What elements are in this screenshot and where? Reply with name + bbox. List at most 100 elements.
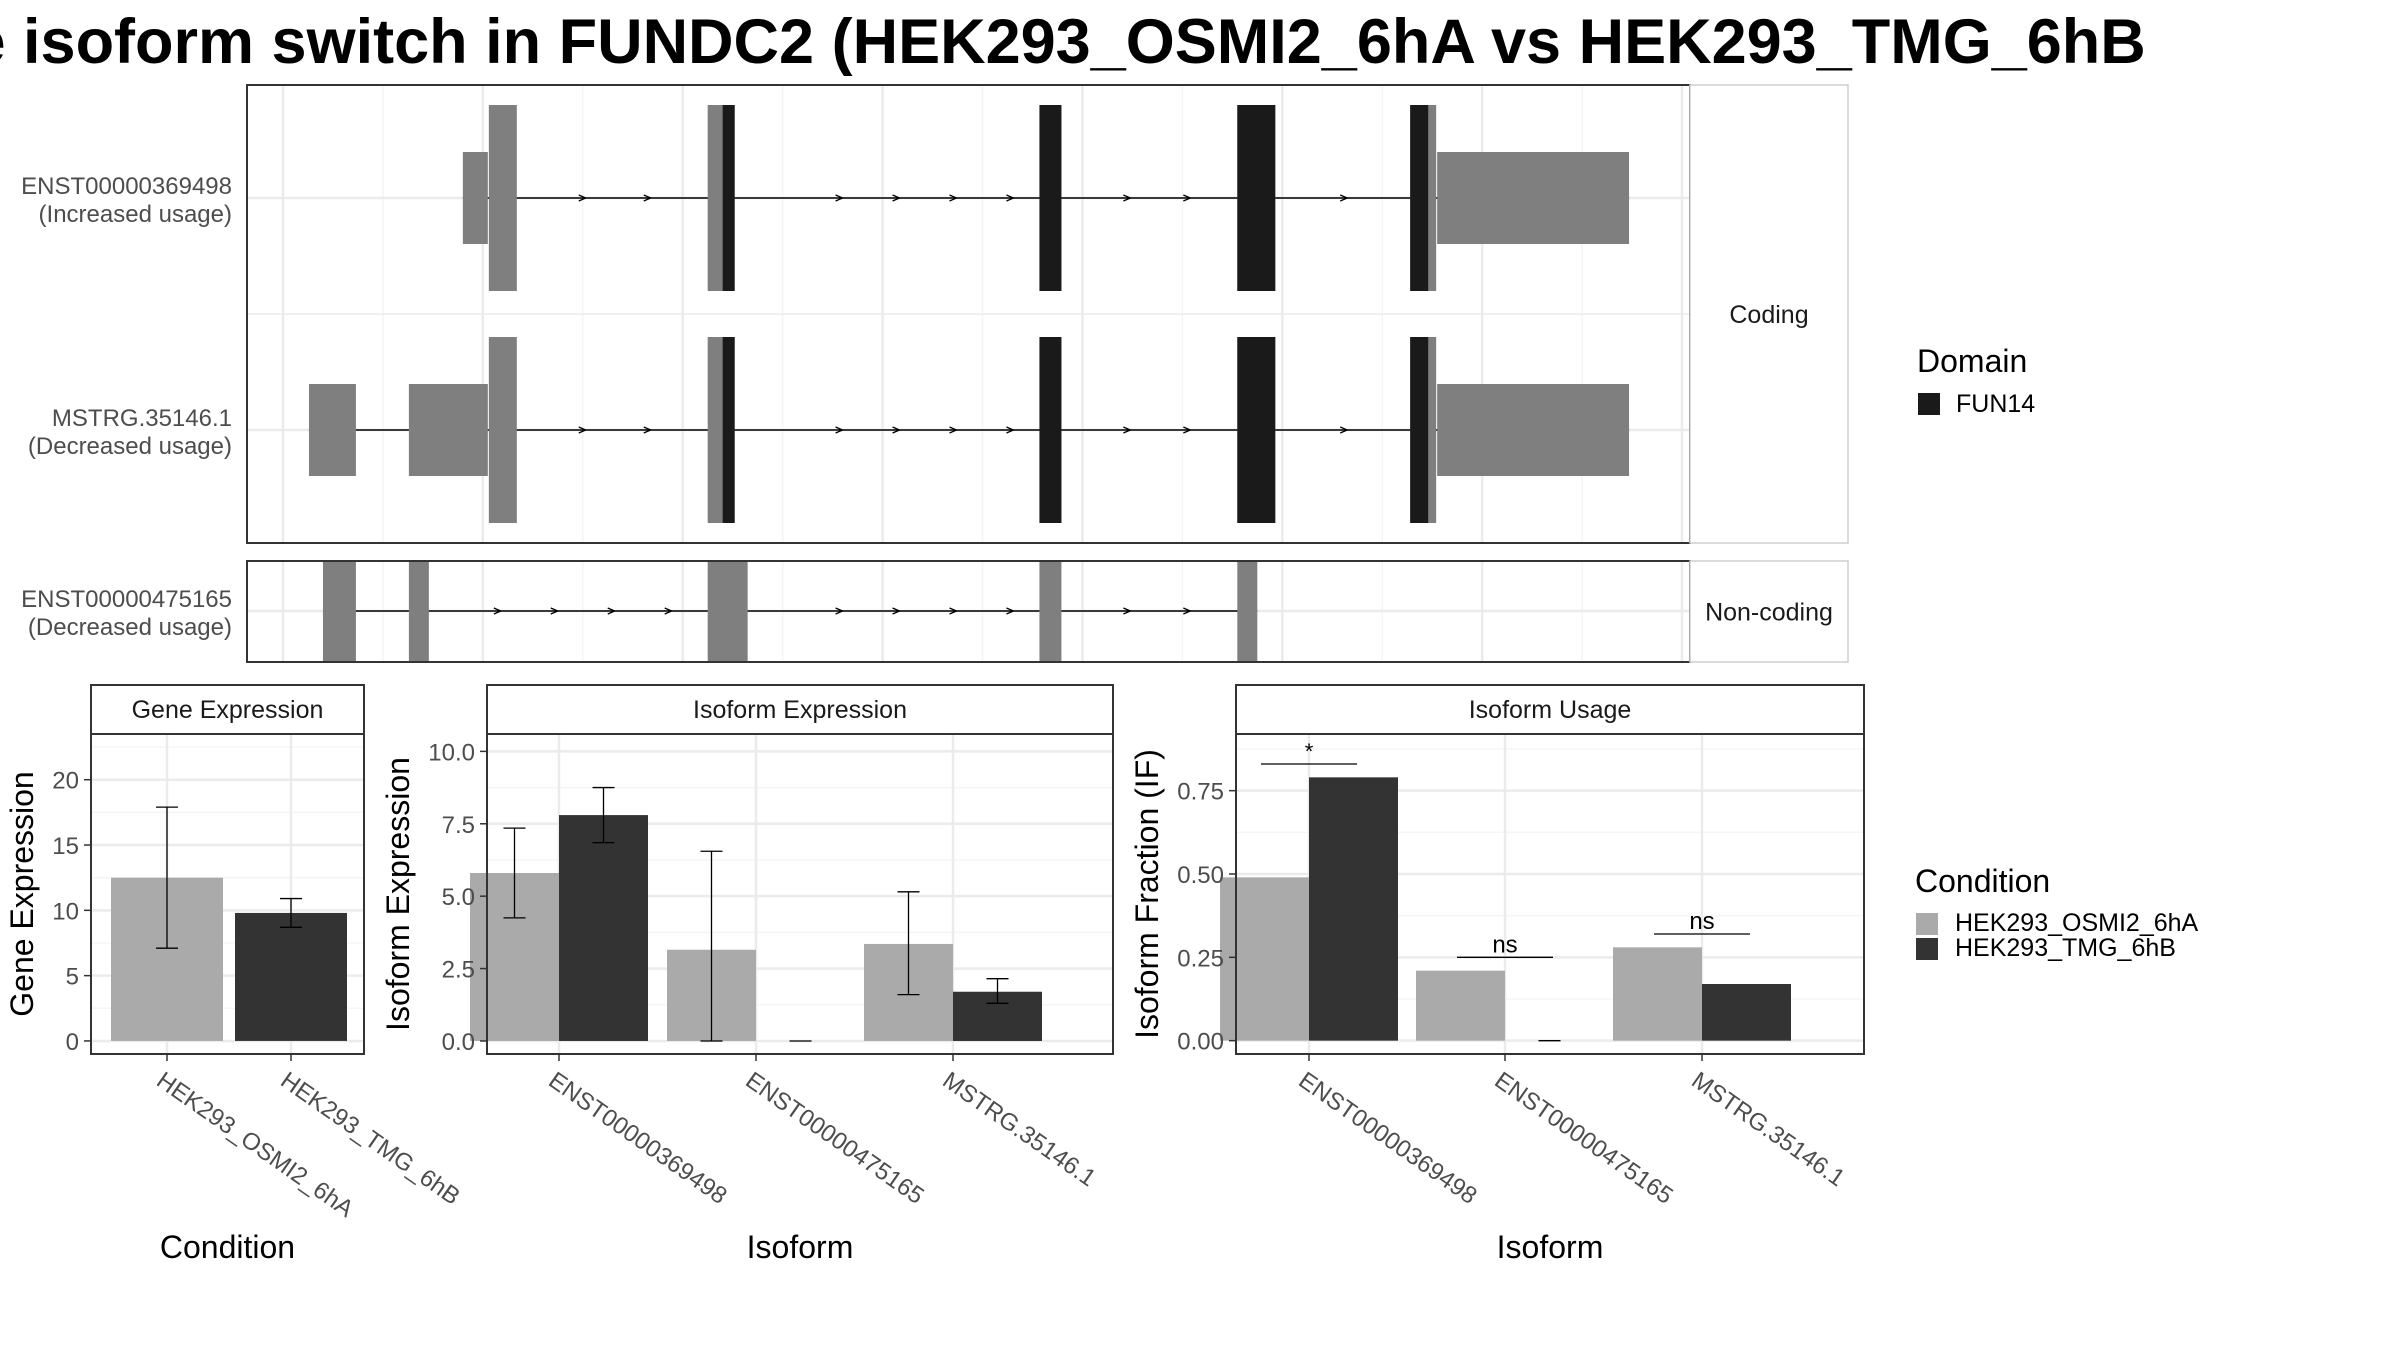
strand-arrow bbox=[643, 426, 653, 434]
strand-arrow bbox=[949, 426, 959, 434]
x-tick-label: MSTRG.35146.1 bbox=[938, 1067, 1101, 1192]
strand-arrow bbox=[1006, 194, 1016, 202]
legend-domain-label: FUN14 bbox=[1956, 390, 2035, 418]
domain-fun14 bbox=[1039, 337, 1062, 523]
y-tick-label: 0.0 bbox=[442, 1029, 475, 1056]
facet-strip-label: Isoform Usage bbox=[1469, 696, 1632, 724]
strand-arrow bbox=[1123, 426, 1133, 434]
y-tick-label: 0.25 bbox=[1177, 945, 1224, 972]
strand-arrow bbox=[1183, 607, 1193, 615]
significance-label: * bbox=[1305, 739, 1314, 764]
x-tick-label: HEK293_OSMI2_6hA bbox=[152, 1067, 359, 1223]
strand-arrow bbox=[892, 607, 902, 615]
y-tick-label: 0.75 bbox=[1177, 779, 1224, 806]
exon bbox=[462, 152, 488, 244]
exon bbox=[1237, 561, 1258, 661]
bar bbox=[559, 815, 648, 1041]
y-axis-title: Isoform Fraction (IF) bbox=[1129, 749, 1165, 1039]
legend-condition-title: Condition bbox=[1915, 863, 2050, 899]
legend-condition-key bbox=[1916, 913, 1938, 935]
legend-condition-label: HEK293_OSMI2_6hA bbox=[1955, 909, 2199, 937]
strand-arrow bbox=[1183, 194, 1193, 202]
bar-panel-3: * ns ns Isoform Usage 0.00 0.25 0.50 0.75 ENST00… bbox=[1129, 684, 1865, 1265]
structure-panel-coding: ENST00000369498(Increased usage) MSTRG.35… bbox=[21, 84, 1849, 544]
transcript-usage-label: (Increased usage) bbox=[39, 201, 232, 228]
strand-arrow bbox=[550, 607, 560, 615]
facet-strip bbox=[486, 684, 1114, 735]
significance-label: ns bbox=[1689, 908, 1714, 935]
x-axis-title: Isoform bbox=[747, 1229, 854, 1265]
transcript-MSTRG.35146.1 bbox=[308, 337, 1630, 523]
exon bbox=[707, 561, 748, 661]
bar-panel-1: Gene Expression05101520HEK293_OSMI2_6hAH… bbox=[4, 684, 465, 1265]
domain-fun14 bbox=[722, 105, 735, 291]
strand-arrow bbox=[1339, 426, 1349, 434]
strand-arrow bbox=[1006, 607, 1016, 615]
x-tick-label: ENST00000475165 bbox=[1490, 1067, 1678, 1210]
exon bbox=[408, 561, 429, 661]
significance-label: ns bbox=[1492, 931, 1517, 958]
strand-arrow bbox=[1123, 194, 1133, 202]
bar-panel-2: Isoform Expression 0.0 2.5 5.0 7.5 10.0 ENST00… bbox=[380, 684, 1114, 1265]
x-tick-label: ENST00000475165 bbox=[741, 1067, 929, 1210]
strand-arrow bbox=[607, 607, 617, 615]
strand-arrow bbox=[892, 426, 902, 434]
strand-arrow bbox=[835, 607, 845, 615]
x-tick-label: ENST00000369498 bbox=[1294, 1067, 1482, 1210]
structure-panel-noncoding: ENST00000475165(Decreased usage) Non-codi… bbox=[21, 560, 1849, 663]
strand-arrow bbox=[493, 607, 503, 615]
strand-arrow bbox=[1123, 607, 1133, 615]
transcript-ENST00000475165 bbox=[322, 561, 1258, 661]
strand-arrow bbox=[949, 607, 959, 615]
bar bbox=[1220, 877, 1309, 1041]
exon bbox=[1039, 561, 1062, 661]
facet-strip-label: Coding bbox=[1729, 301, 1808, 329]
transcript-ENST00000369498 bbox=[462, 105, 1630, 291]
y-tick-label: 0 bbox=[66, 1029, 79, 1056]
strand-arrow bbox=[1183, 426, 1193, 434]
domain-fun14 bbox=[722, 337, 735, 523]
domain-fun14 bbox=[1237, 105, 1276, 291]
facet-strip bbox=[1689, 560, 1849, 663]
y-tick-label: 7.5 bbox=[442, 812, 475, 839]
exon bbox=[322, 561, 356, 661]
legend-condition-key bbox=[1916, 938, 1938, 960]
domain-fun14 bbox=[1039, 105, 1062, 291]
facet-strip-label: Isoform Expression bbox=[693, 696, 907, 724]
legend-domain-title: Domain bbox=[1917, 343, 2027, 379]
strand-arrow bbox=[643, 194, 653, 202]
transcript-usage-label: (Decreased usage) bbox=[28, 433, 232, 460]
y-tick-label: 10.0 bbox=[428, 739, 475, 766]
strand-arrow bbox=[578, 194, 588, 202]
y-tick-label: 10 bbox=[52, 898, 79, 925]
exon bbox=[488, 105, 517, 291]
strand-arrow bbox=[835, 426, 845, 434]
exon bbox=[488, 337, 517, 523]
bar bbox=[1702, 984, 1791, 1041]
domain-fun14 bbox=[1410, 337, 1429, 523]
x-tick-label: ENST00000369498 bbox=[544, 1067, 732, 1210]
facet-strip bbox=[1235, 684, 1865, 735]
facet-strip bbox=[1689, 84, 1849, 544]
facet-strip-label: Gene Expression bbox=[132, 696, 324, 724]
transcript-id-label: MSTRG.35146.1 bbox=[52, 405, 232, 432]
exon bbox=[1437, 152, 1630, 244]
strand-arrow bbox=[949, 194, 959, 202]
x-axis-title: Isoform bbox=[1497, 1229, 1604, 1265]
chart-title: ne isoform switch in FUNDC2 (HEK293_OSMI… bbox=[0, 7, 2146, 77]
y-axis-title: Gene Expression bbox=[4, 771, 40, 1016]
y-axis-title: Isoform Expression bbox=[380, 757, 416, 1031]
domain-fun14 bbox=[1237, 337, 1276, 523]
y-tick-label: 2.5 bbox=[442, 957, 475, 984]
strand-arrow bbox=[578, 426, 588, 434]
legend-domain-key bbox=[1918, 393, 1940, 415]
transcript-usage-label: (Decreased usage) bbox=[28, 614, 232, 641]
exon bbox=[408, 384, 488, 476]
domain-fun14 bbox=[1410, 105, 1429, 291]
bar bbox=[1613, 947, 1702, 1041]
y-tick-label: 0.50 bbox=[1177, 862, 1224, 889]
bar bbox=[1416, 970, 1505, 1041]
x-axis-title: Condition bbox=[160, 1229, 295, 1265]
strand-arrow bbox=[1339, 194, 1349, 202]
y-tick-label: 5 bbox=[66, 964, 79, 991]
